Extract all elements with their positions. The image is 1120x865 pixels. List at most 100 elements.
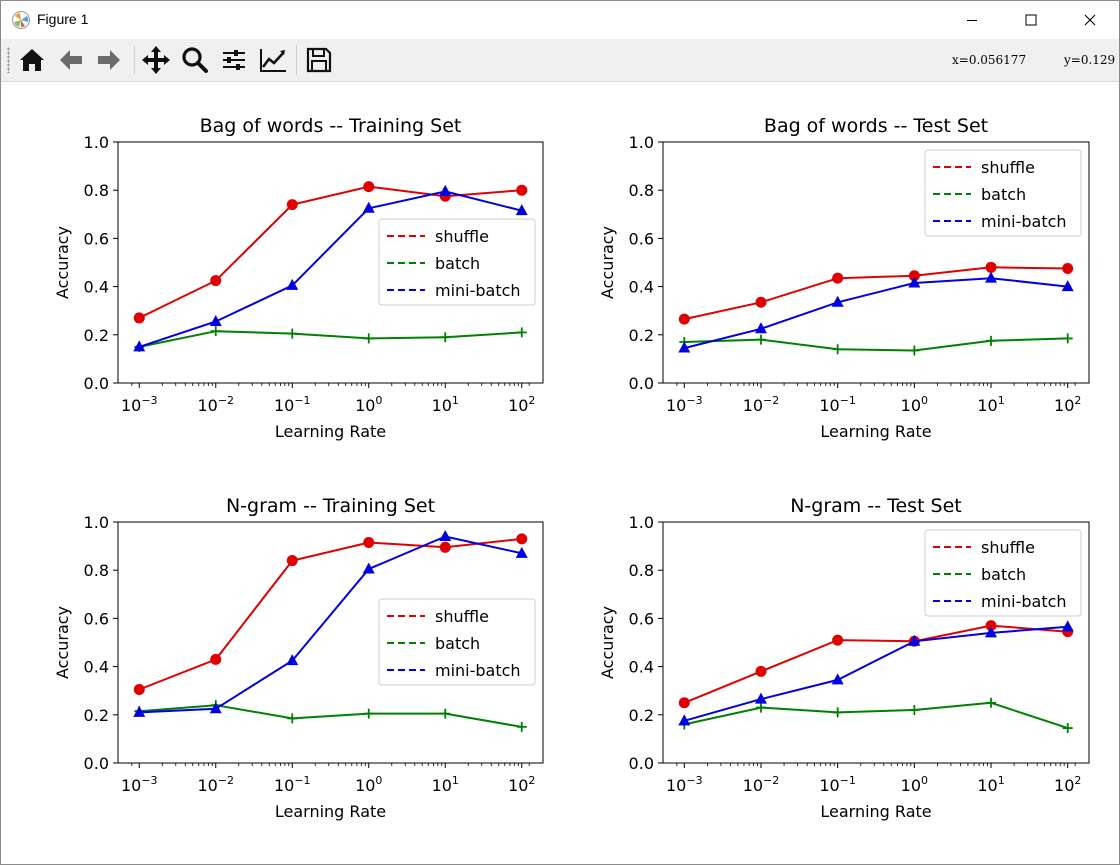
chart-title: N-gram -- Training Set bbox=[226, 495, 435, 517]
save-button[interactable] bbox=[302, 43, 336, 77]
data-point-batch bbox=[909, 704, 920, 715]
y-tick-label: 0.4 bbox=[629, 658, 654, 677]
toolbar-grip[interactable] bbox=[7, 47, 10, 73]
data-point-shuffle bbox=[985, 620, 997, 632]
data-point-batch bbox=[440, 332, 451, 343]
data-point-shuffle bbox=[832, 634, 844, 646]
chart-title: Bag of words -- Training Set bbox=[200, 115, 462, 137]
subplot-1: Bag of words -- Training Set 0.0 0.2 0.4 0.6… bbox=[53, 115, 544, 441]
y-tick-label: 0.2 bbox=[84, 706, 109, 725]
pan-icon bbox=[142, 46, 170, 74]
x-axis-label: Learning Rate bbox=[275, 802, 386, 821]
toolbar-separator bbox=[296, 45, 297, 75]
matplotlib-app-icon bbox=[12, 11, 30, 29]
legend-box bbox=[924, 529, 1082, 617]
minimize-button[interactable] bbox=[949, 1, 995, 39]
data-point-mini-batch bbox=[362, 562, 375, 574]
legend: shuffle batch mini-batch bbox=[924, 149, 1082, 237]
data-point-shuffle bbox=[678, 313, 690, 325]
legend: shuffle batch mini-batch bbox=[378, 598, 536, 686]
pan-button[interactable] bbox=[139, 43, 173, 77]
x-tick-label: 10−2 bbox=[743, 774, 780, 795]
y-axis-label: Accuracy bbox=[598, 606, 617, 679]
edit-axis-button[interactable] bbox=[256, 43, 290, 77]
data-point-mini-batch bbox=[831, 673, 844, 685]
data-point-mini-batch bbox=[209, 702, 222, 714]
data-point-mini-batch bbox=[439, 184, 452, 196]
minimize-icon bbox=[967, 20, 977, 21]
configure-subplots-button[interactable] bbox=[217, 43, 251, 77]
data-point-batch bbox=[363, 708, 374, 719]
close-icon bbox=[1084, 14, 1096, 26]
y-tick-label: 0.8 bbox=[629, 561, 654, 580]
series-line-shuffle bbox=[684, 266, 1068, 321]
y-tick-label: 0.8 bbox=[629, 181, 654, 200]
x-tick-label: 10−3 bbox=[666, 394, 703, 415]
data-point-batch bbox=[986, 697, 997, 708]
title-bar[interactable]: Figure 1 bbox=[1, 1, 1119, 39]
x-tick-label: 10−1 bbox=[274, 394, 311, 415]
data-point-mini-batch bbox=[209, 315, 222, 327]
data-point-mini-batch bbox=[1061, 620, 1074, 632]
series-line-shuffle bbox=[683, 624, 1068, 704]
edit-axis-icon bbox=[260, 49, 286, 72]
series-line-mini-batch bbox=[139, 535, 523, 714]
data-point-mini-batch bbox=[985, 271, 998, 283]
x-tick-label: 10−3 bbox=[666, 774, 703, 795]
series-shuffle bbox=[678, 261, 1074, 325]
y-tick-label: 0.8 bbox=[84, 181, 109, 200]
x-tick-label: 10−3 bbox=[121, 394, 158, 415]
data-point-batch bbox=[363, 333, 374, 344]
data-point-batch bbox=[755, 334, 766, 345]
forward-button[interactable] bbox=[92, 43, 126, 77]
y-tick-label: 0.8 bbox=[84, 561, 109, 580]
y-tick-label: 0.4 bbox=[629, 278, 654, 297]
y-tick-label: 1.0 bbox=[84, 513, 109, 532]
x-tick-label: 102 bbox=[1054, 394, 1081, 415]
home-icon bbox=[20, 49, 44, 71]
data-point-batch bbox=[1062, 723, 1073, 734]
x-tick-label: 100 bbox=[901, 394, 928, 415]
back-icon bbox=[60, 50, 82, 70]
data-point-shuffle bbox=[133, 312, 145, 324]
legend-box bbox=[378, 598, 536, 686]
data-point-shuffle bbox=[133, 683, 145, 695]
data-point-shuffle bbox=[908, 270, 920, 282]
back-button[interactable] bbox=[54, 43, 88, 77]
legend-label-shuffle: shuffle bbox=[981, 158, 1035, 177]
y-axis-label: Accuracy bbox=[53, 606, 72, 679]
data-point-shuffle bbox=[363, 181, 375, 193]
data-point-batch bbox=[1062, 333, 1073, 344]
data-point-shuffle bbox=[1062, 263, 1074, 275]
x-tick-label: 102 bbox=[508, 774, 535, 795]
data-point-batch bbox=[832, 707, 843, 718]
y-axis-label: Accuracy bbox=[53, 226, 72, 299]
data-point-shuffle bbox=[755, 665, 767, 677]
zoom-button[interactable] bbox=[178, 43, 212, 77]
y-tick-label: 0.0 bbox=[629, 754, 654, 773]
forward-icon bbox=[98, 50, 120, 70]
data-point-batch bbox=[832, 344, 843, 355]
x-tick-label: 102 bbox=[1054, 774, 1081, 795]
legend: shuffle batch mini-batch bbox=[924, 529, 1082, 617]
data-point-mini-batch bbox=[754, 692, 767, 704]
data-point-mini-batch bbox=[515, 546, 528, 558]
toolbar-separator bbox=[134, 45, 135, 75]
x-tick-label: 100 bbox=[901, 774, 928, 795]
data-point-mini-batch bbox=[286, 278, 299, 290]
data-point-mini-batch bbox=[133, 705, 146, 717]
zoom-icon bbox=[182, 47, 208, 73]
series-shuffle bbox=[133, 533, 528, 695]
subplot-4: N-gram -- Test Set 0.0 0.2 0.4 0.6 0.8 1.0 10−3… bbox=[598, 495, 1090, 821]
home-button[interactable] bbox=[15, 43, 49, 77]
data-point-mini-batch bbox=[985, 626, 998, 638]
data-point-mini-batch bbox=[678, 341, 691, 353]
data-point-mini-batch bbox=[831, 295, 844, 307]
y-tick-label: 0.6 bbox=[629, 229, 654, 248]
close-button[interactable] bbox=[1067, 1, 1113, 39]
series-mini-batch bbox=[133, 184, 528, 352]
maximize-button[interactable] bbox=[1008, 1, 1054, 39]
data-point-batch bbox=[210, 326, 221, 337]
figure-canvas[interactable]: Bag of words -- Training Set 0.0 0.2 0.4 0.6… bbox=[1, 82, 1119, 864]
